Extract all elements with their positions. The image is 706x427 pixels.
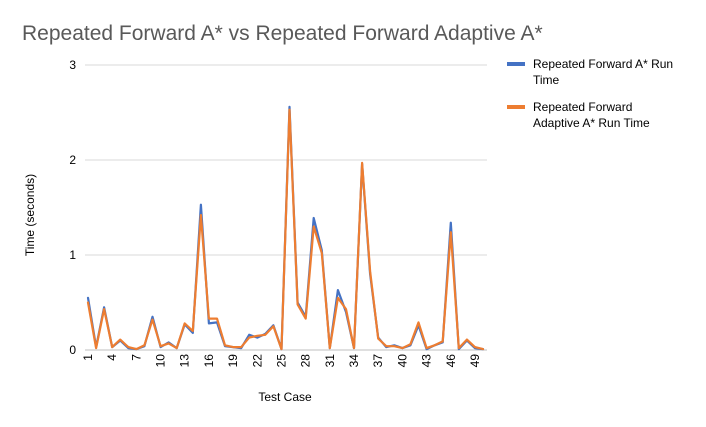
x-tick-label: 1 bbox=[81, 354, 95, 361]
legend: Repeated Forward A* Run Time Repeated Forw… bbox=[507, 57, 673, 130]
x-tick-label: 16 bbox=[202, 354, 216, 368]
legend-label-0: Repeated Forward A* Run Time bbox=[533, 57, 673, 87]
y-tick-label: 3 bbox=[69, 58, 76, 72]
x-tick-label: 22 bbox=[250, 354, 264, 368]
x-tick-label: 10 bbox=[154, 354, 168, 368]
x-axis-label: Test Case bbox=[258, 390, 312, 404]
x-tick-label: 13 bbox=[178, 354, 192, 368]
y-axis-label: Time (seconds) bbox=[23, 174, 37, 256]
series-lines bbox=[86, 105, 485, 351]
chart-title: Repeated Forward A* vs Repeated Forward … bbox=[22, 22, 543, 45]
y-axis-ticks: 0 1 2 3 bbox=[69, 58, 76, 357]
x-axis-ticks: 1 4 7 10 13 16 19 22 25 28 31 34 37 40 43 46 49 bbox=[81, 354, 482, 368]
x-tick-label: 49 bbox=[468, 354, 482, 368]
gridlines bbox=[85, 64, 487, 351]
x-tick-label: 19 bbox=[226, 354, 240, 368]
x-tick-label: 4 bbox=[105, 354, 119, 361]
x-tick-label: 28 bbox=[299, 354, 313, 368]
x-tick-label: 31 bbox=[323, 354, 337, 368]
legend-label-1: Repeated Forward Adaptive A* Run Time bbox=[533, 100, 650, 130]
x-tick-label: 46 bbox=[444, 354, 458, 368]
series-line-1 bbox=[86, 108, 485, 351]
x-tick-label: 37 bbox=[371, 354, 385, 368]
x-tick-label: 34 bbox=[347, 354, 361, 368]
x-tick-label: 40 bbox=[395, 354, 409, 368]
y-tick-label: 2 bbox=[69, 153, 76, 167]
y-tick-label: 0 bbox=[69, 343, 76, 357]
x-tick-label: 43 bbox=[420, 354, 434, 368]
y-tick-label: 1 bbox=[69, 248, 76, 262]
x-tick-label: 7 bbox=[129, 354, 143, 361]
x-tick-label: 25 bbox=[274, 354, 288, 368]
